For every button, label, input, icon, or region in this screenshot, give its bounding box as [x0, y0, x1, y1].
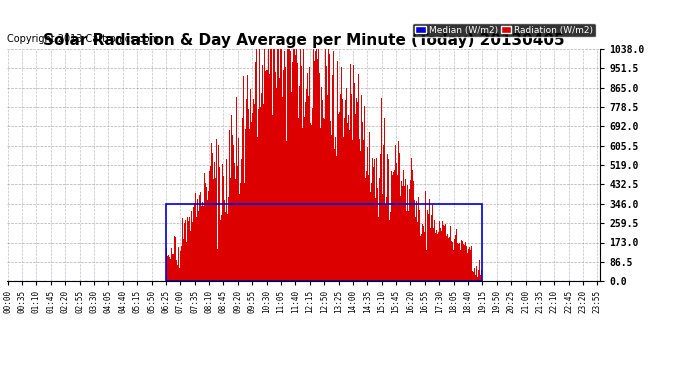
- Bar: [166, 204, 482, 281]
- Text: Copyright 2013 Cartronics.com: Copyright 2013 Cartronics.com: [7, 34, 159, 44]
- Title: Solar Radiation & Day Average per Minute (Today) 20130405: Solar Radiation & Day Average per Minute…: [43, 33, 564, 48]
- Legend: Median (W/m2), Radiation (W/m2): Median (W/m2), Radiation (W/m2): [413, 23, 595, 38]
